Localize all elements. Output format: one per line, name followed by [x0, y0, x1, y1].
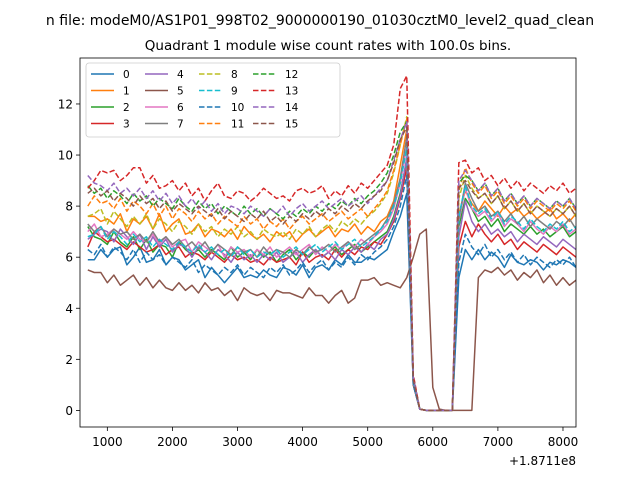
x-tick-label-5000: 5000	[352, 435, 383, 449]
legend-label-1: 1	[123, 86, 130, 98]
legend-label-14: 14	[285, 102, 299, 114]
legend-label-3: 3	[123, 119, 130, 131]
y-tick-label-6: 6	[65, 251, 73, 265]
legend-box	[85, 62, 341, 138]
y-tick-label-2: 2	[65, 353, 73, 367]
series-group	[87, 75, 576, 412]
series-line-9	[87, 146, 576, 412]
legend-label-6: 6	[177, 102, 184, 114]
series-line-2	[87, 159, 576, 412]
y-tick-label-0: 0	[65, 404, 73, 418]
legend-label-15: 15	[285, 119, 298, 131]
legend-label-8: 8	[231, 69, 238, 81]
x-tick-label-6000: 6000	[418, 435, 449, 449]
chart-suptitle: n file: modeM0/AS1P01_998T02_9000000190_…	[46, 13, 594, 29]
series-line-0	[87, 192, 576, 412]
y-tick-label-12: 12	[58, 97, 73, 111]
legend-label-2: 2	[123, 102, 130, 114]
y-tick-label-8: 8	[65, 200, 73, 214]
series-line-11	[87, 118, 576, 412]
legend-label-4: 4	[177, 69, 184, 81]
x-tick-label-2000: 2000	[157, 435, 188, 449]
x-tick-label-7000: 7000	[483, 435, 514, 449]
series-line-6	[87, 146, 576, 412]
series-line-14	[87, 121, 576, 412]
x-tick-label-8000: 8000	[548, 435, 579, 449]
x-tick-label-1000: 1000	[92, 435, 123, 449]
legend-label-13: 13	[285, 86, 298, 98]
legend-label-0: 0	[123, 69, 130, 81]
series-line-13	[87, 75, 576, 412]
y-tick-label-10: 10	[58, 149, 73, 163]
axes-frame	[79, 57, 577, 428]
legend-label-12: 12	[285, 69, 298, 81]
x-tick-label-3000: 3000	[222, 435, 253, 449]
x-tick-label-4000: 4000	[287, 435, 318, 449]
y-tick-label-4: 4	[65, 302, 73, 316]
legend-label-5: 5	[177, 86, 184, 98]
legend-label-11: 11	[231, 119, 244, 131]
legend-label-10: 10	[231, 102, 244, 114]
series-line-8	[87, 115, 576, 412]
series-line-5	[87, 228, 576, 412]
x-offset-label: +1.8711e8	[509, 454, 576, 468]
series-line-10	[87, 174, 576, 412]
plot-area: 1000 2000 3000 4000 5000 6000 7000 800002468101…	[58, 57, 579, 468]
chart-title: Quadrant 1 module wise count rates with …	[145, 38, 511, 54]
legend-label-9: 9	[231, 86, 238, 98]
legend-label-7: 7	[177, 119, 184, 131]
